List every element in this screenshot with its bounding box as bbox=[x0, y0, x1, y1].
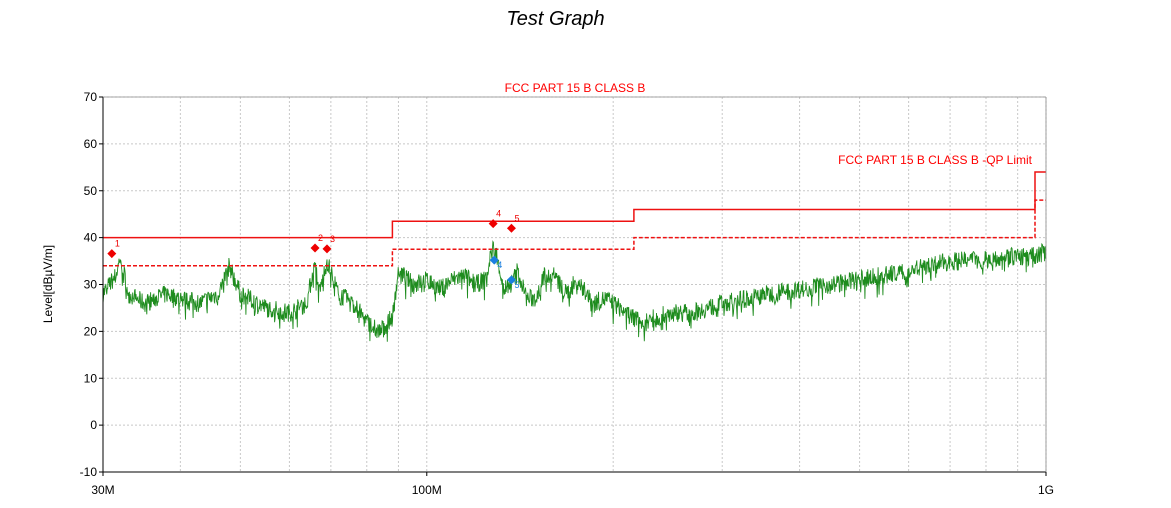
qp-limit-label: FCC PART 15 B CLASS B -QP Limit bbox=[838, 153, 1033, 167]
x-tick-label: 100M bbox=[412, 483, 442, 497]
peak-marker-label-3: 3 bbox=[330, 234, 335, 244]
trace-layer bbox=[102, 240, 1047, 342]
x-tick-label: 1G bbox=[1038, 483, 1054, 497]
peak-marker-label-4: 4 bbox=[496, 209, 501, 219]
y-tick-label: 40 bbox=[84, 231, 98, 245]
measured-trace bbox=[102, 240, 1047, 342]
qp-limit-line bbox=[103, 171, 1046, 239]
x-tick-label: 30M bbox=[91, 483, 114, 497]
axis-layer: 70 60 50 40 30 20 10 0 -10 30M 100M 1G bbox=[80, 90, 1054, 497]
limit-layer bbox=[103, 171, 1046, 267]
peak-marker-4 bbox=[488, 219, 498, 229]
y-tick-label: 10 bbox=[84, 371, 98, 385]
y-tick-label: 30 bbox=[84, 278, 98, 292]
qp-marker-5 bbox=[506, 275, 516, 285]
y-tick-label: 50 bbox=[84, 184, 98, 198]
y-tick-label: 0 bbox=[90, 418, 97, 432]
chart-title: Test Graph bbox=[506, 8, 605, 30]
peak-marker-label-2: 2 bbox=[318, 233, 323, 243]
y-tick-label: 20 bbox=[84, 324, 98, 338]
y-tick-label: 60 bbox=[84, 137, 98, 151]
limit-subtitle: FCC PART 15 B CLASS B bbox=[505, 81, 646, 95]
peak-marker-3 bbox=[322, 244, 332, 254]
peak-marker-5 bbox=[506, 223, 516, 233]
peak-marker-2 bbox=[310, 243, 320, 253]
qp-marker-4 bbox=[489, 255, 499, 265]
peak-marker-label-1: 1 bbox=[115, 239, 120, 249]
marker-layer: 12 34 545 bbox=[107, 209, 519, 290]
qp-marker-label-5: 5 bbox=[514, 280, 519, 290]
y-axis-label: Level[dBµV/m] bbox=[41, 245, 55, 323]
peak-marker-label-5: 5 bbox=[514, 213, 519, 223]
peak-marker-1 bbox=[107, 249, 117, 259]
y-tick-label: 70 bbox=[84, 90, 98, 104]
y-tick-label: -10 bbox=[80, 465, 98, 479]
qp-marker-label-4: 4 bbox=[497, 260, 502, 270]
limit-margin-line bbox=[103, 199, 1046, 267]
